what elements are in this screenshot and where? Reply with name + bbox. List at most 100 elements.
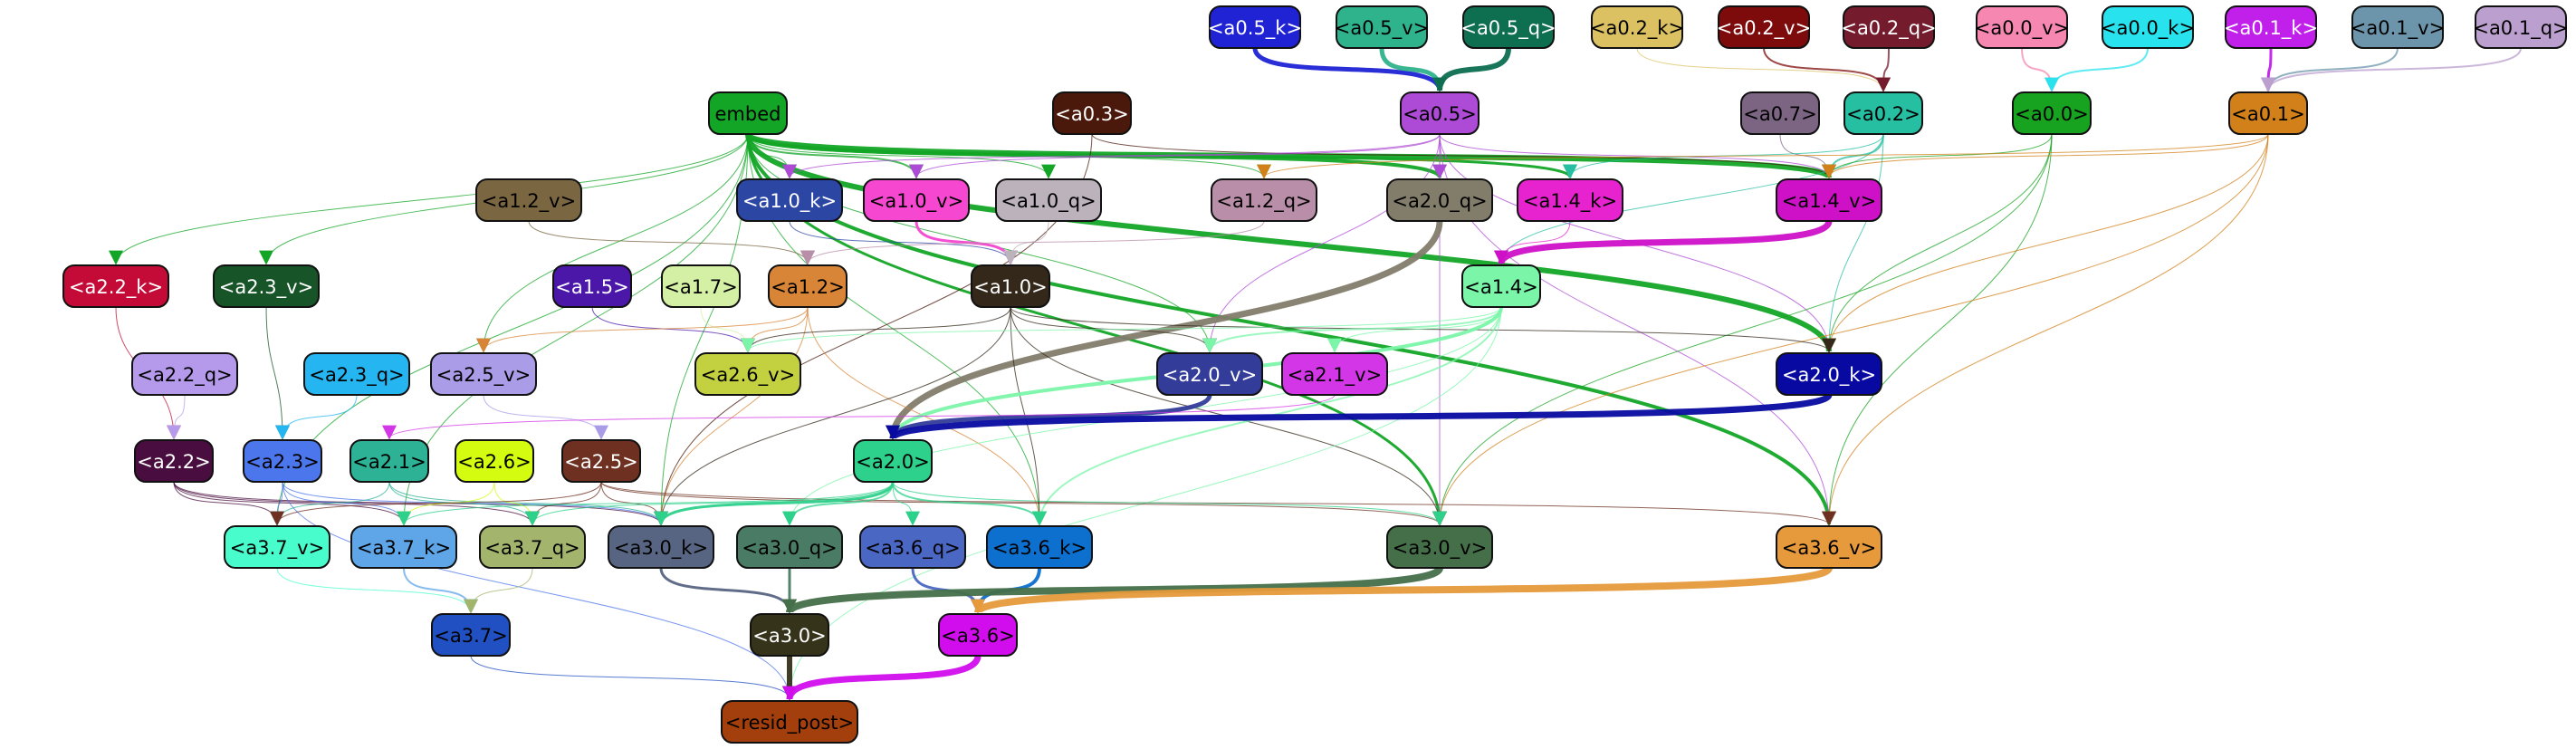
node-a2-0-q[interactable]: <a2.0_q> <box>1386 178 1493 222</box>
node-a1-7[interactable]: <a1.7> <box>661 264 741 308</box>
node-box <box>608 525 714 569</box>
node-a2-3-v[interactable]: <a2.3_v> <box>213 264 320 308</box>
node-box <box>1591 5 1683 49</box>
node-a3-7[interactable]: <a3.7> <box>431 613 511 657</box>
node-a3-0-q[interactable]: <a3.0_q> <box>736 525 843 569</box>
node-a1-5[interactable]: <a1.5> <box>552 264 632 308</box>
edge-a2_3_v-to-a2_3 <box>265 306 290 440</box>
node-a0-5-v[interactable]: <a0.5_v> <box>1335 5 1429 49</box>
edge-a0_2_v-to-a0_2 <box>1763 47 1891 92</box>
edge-a2_5-to-a3_0_v <box>600 481 1447 526</box>
node-a1-0-k[interactable]: <a1.0_k> <box>736 178 843 222</box>
node-a0-2-v[interactable]: <a0.2_v> <box>1717 5 1811 49</box>
node-a2-0[interactable]: <a2.0> <box>853 439 933 483</box>
node-label: <a2.1_v> <box>1288 364 1382 387</box>
node-label: <a3.6> <box>941 625 1014 647</box>
node-label: <a1.5> <box>555 276 628 298</box>
node-a0-3[interactable]: <a0.3> <box>1052 91 1132 135</box>
node-a0-2[interactable]: <a0.2> <box>1843 91 1923 135</box>
node-a0-1[interactable]: <a0.1> <box>2228 91 2308 135</box>
node-a1-2-q[interactable]: <a1.2_q> <box>1211 178 1317 222</box>
node-label: <a2.3_v> <box>219 276 313 299</box>
edge-embed-to-a1_0_v <box>747 133 924 179</box>
node-label: <a2.0_k> <box>1782 364 1876 387</box>
edge-a2_0-to-a3_0_v <box>892 481 1447 526</box>
node-a3-6-k[interactable]: <a3.6_k> <box>986 525 1093 569</box>
node-box <box>1461 264 1541 308</box>
edge-embed-to-a2_0_k <box>745 133 1836 353</box>
edge-a2_2-to-a3_0_k <box>173 481 668 526</box>
node-label: <a1.4_k> <box>1523 190 1617 213</box>
node-a2-1[interactable]: <a2.1> <box>350 439 429 483</box>
node-label: <a2.5> <box>564 451 637 473</box>
node-a1-2[interactable]: <a1.2> <box>768 264 847 308</box>
node-a3-0-v[interactable]: <a3.0_v> <box>1386 525 1493 569</box>
node-label: <a2.3> <box>245 451 319 473</box>
node-box <box>1156 352 1263 396</box>
node-a1-0-q[interactable]: <a1.0_q> <box>995 178 1102 222</box>
node-a3-0-k[interactable]: <a3.0_k> <box>608 525 714 569</box>
node-a3-7-q[interactable]: <a3.7_q> <box>479 525 586 569</box>
node-a0-1-v[interactable]: <a0.1_v> <box>2351 5 2445 49</box>
edge-a1_4-to-a2_0_v <box>1202 306 1502 353</box>
node-a3-6[interactable]: <a3.6> <box>938 613 1018 657</box>
node-a2-6-v[interactable]: <a2.6_v> <box>694 352 801 396</box>
edge-a2_0-to-a3_0_q <box>782 481 894 526</box>
node-a3-7-v[interactable]: <a3.7_v> <box>224 525 330 569</box>
node-a2-0-k[interactable]: <a2.0_k> <box>1776 352 1882 396</box>
node-label: <a3.0> <box>752 625 826 647</box>
node-a3-0[interactable]: <a3.0> <box>750 613 829 657</box>
node-a1-2-v[interactable]: <a1.2_v> <box>475 178 582 222</box>
node-a0-1-q[interactable]: <a0.1_q> <box>2473 5 2569 49</box>
node-box <box>131 352 238 396</box>
node-a2-6[interactable]: <a2.6> <box>455 439 534 483</box>
node-a3-6-q[interactable]: <a3.6_q> <box>859 525 966 569</box>
node-a2-2-q[interactable]: <a2.2_q> <box>131 352 238 396</box>
edge-a0_2-to-a1_4 <box>1494 133 1884 265</box>
node-resid-post[interactable]: <resid_post> <box>721 700 858 744</box>
node-box <box>1718 5 1810 49</box>
node-a0-0[interactable]: <a0.0> <box>2012 91 2092 135</box>
node-label: <a3.7_v> <box>230 537 324 560</box>
node-a0-7[interactable]: <a0.7> <box>1740 91 1820 135</box>
edge-a3_0_k-to-a3_0 <box>659 567 797 614</box>
node-box <box>303 352 410 396</box>
edge-a3_0_v-to-a3_0 <box>782 565 1443 615</box>
node-box <box>694 352 801 396</box>
node-a0-2-q[interactable]: <a0.2_q> <box>1841 5 1937 49</box>
node-a0-5-k[interactable]: <a0.5_k> <box>1208 5 1302 49</box>
edge-a1_0-to-a3_0_k <box>654 306 1011 526</box>
node-label: <a0.5> <box>1403 103 1476 125</box>
edge-a3_7_k-to-a3_7 <box>403 567 478 614</box>
node-a0-0-k[interactable]: <a0.0_k> <box>2101 5 2195 49</box>
node-label: <a1.2> <box>771 276 844 298</box>
node-a2-2-k[interactable]: <a2.2_k> <box>62 264 169 308</box>
node-a0-5-q[interactable]: <a0.5_q> <box>1460 5 1556 49</box>
node-a3-6-v[interactable]: <a3.6_v> <box>1776 525 1882 569</box>
node-a0-5[interactable]: <a0.5> <box>1400 91 1480 135</box>
node-a1-4[interactable]: <a1.4> <box>1461 264 1541 308</box>
node-box <box>1517 178 1623 222</box>
node-a2-0-v[interactable]: <a2.0_v> <box>1156 352 1263 396</box>
node-box <box>736 525 843 569</box>
edge-a3_6_v-to-a3_6 <box>971 565 1833 615</box>
node-a3-7-k[interactable]: <a3.7_k> <box>350 525 457 569</box>
node-a1-4-v[interactable]: <a1.4_v> <box>1776 178 1882 222</box>
node-a2-1-v[interactable]: <a2.1_v> <box>1281 352 1388 396</box>
node-a0-2-k[interactable]: <a0.2_k> <box>1590 5 1684 49</box>
node-a2-5-v[interactable]: <a2.5_v> <box>430 352 537 396</box>
edge-a2_0_v-to-a2_0 <box>886 394 1212 440</box>
node-a2-2[interactable]: <a2.2> <box>134 439 214 483</box>
node-embed[interactable]: embed <box>708 91 788 135</box>
node-label: <a3.6_k> <box>992 537 1087 560</box>
node-a1-4-k[interactable]: <a1.4_k> <box>1517 178 1623 222</box>
node-a2-3[interactable]: <a2.3> <box>243 439 322 483</box>
node-a1-0-v[interactable]: <a1.0_v> <box>863 178 970 222</box>
node-a2-5[interactable]: <a2.5> <box>561 439 641 483</box>
edge-a2_5_v-to-a2_5 <box>483 394 608 440</box>
node-box <box>1209 5 1301 49</box>
node-a2-3-q[interactable]: <a2.3_q> <box>303 352 410 396</box>
node-a0-1-k[interactable]: <a0.1_k> <box>2224 5 2318 49</box>
node-a1-0[interactable]: <a1.0> <box>971 264 1050 308</box>
node-a0-0-v[interactable]: <a0.0_v> <box>1975 5 2069 49</box>
